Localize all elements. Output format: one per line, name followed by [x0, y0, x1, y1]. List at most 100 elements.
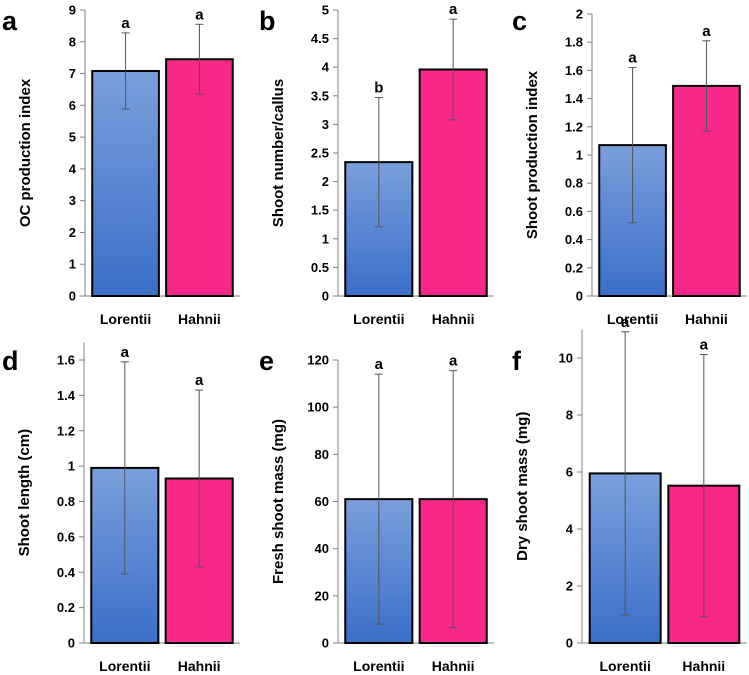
error-bar-hahnii	[195, 23, 204, 95]
significance-letter: a	[702, 23, 711, 40]
y-tick-label: 1.4	[565, 91, 584, 106]
y-tick-label: 1	[322, 231, 329, 246]
y-tick-label: 20	[315, 588, 329, 603]
y-tick-label: 1	[69, 257, 76, 272]
y-tick-label: 2	[322, 174, 329, 189]
significance-letter: a	[628, 50, 637, 67]
y-tick-label: 80	[315, 447, 329, 462]
y-axis-title: Dry shoot mass (mg)	[514, 412, 531, 561]
y-tick-label: 120	[307, 353, 329, 368]
y-tick-label: 2	[576, 7, 583, 22]
chart-panel-b: b 0 0.5 1 1.5 2 2.5 3 3.5 4 4.5 5 Shoot number/callu…	[259, 1, 494, 327]
significance-letter: a	[195, 372, 204, 389]
y-tick-label: 9	[69, 3, 76, 18]
y-tick-label: 2.5	[311, 146, 329, 161]
error-bar-hahnii	[449, 18, 458, 121]
y-axis-title: Shoot number/callus	[270, 79, 287, 227]
y-tick-label: 0.4	[57, 565, 76, 580]
y-tick-label: 3.5	[311, 88, 329, 103]
y-tick-label: 0.2	[57, 600, 75, 615]
y-tick-label: 6	[566, 465, 573, 480]
bar-hahnii	[165, 58, 234, 297]
y-tick-label: 4	[566, 522, 574, 537]
category-label: Lorentii	[607, 311, 658, 327]
y-tick-label: 5	[322, 3, 329, 18]
y-tick-label: 0	[322, 289, 329, 304]
y-tick-label: 7	[69, 66, 76, 81]
category-label: Lorentii	[353, 311, 404, 327]
panel-letter: a	[2, 6, 18, 36]
y-tick-label: 0.8	[57, 494, 75, 509]
y-tick-label: 2	[69, 225, 76, 240]
panel-letter: b	[259, 6, 276, 36]
y-axis-title: Shoot length (cm)	[16, 429, 33, 557]
chart-panel-d: d 0 0.2 0.4 0.6 0.8 1 1.2 1.4 1.6 Shoot length (cm…	[2, 342, 240, 674]
y-tick-label: 0	[69, 289, 76, 304]
y-tick-label: 4	[322, 60, 330, 75]
error-bar-lorentii	[120, 361, 129, 575]
panel-letter: f	[512, 346, 522, 376]
y-tick-label: 5	[69, 130, 76, 145]
y-tick-label: 1	[68, 459, 75, 474]
y-tick-label: 0.2	[565, 260, 583, 275]
y-tick-label: 3	[69, 193, 76, 208]
y-axis-title: OC production index	[17, 78, 34, 227]
y-tick-label: 1	[576, 148, 583, 163]
chart-panel-a: a 0 1 2 3 4 5 6 7 8 9 OC production index a Lorentii a…	[2, 3, 240, 327]
significance-letter: a	[700, 337, 709, 354]
significance-letter: a	[121, 344, 130, 361]
error-bar-hahnii	[699, 354, 708, 618]
y-tick-label: 0.4	[565, 232, 584, 247]
category-label: Lorentii	[600, 658, 651, 674]
y-tick-label: 8	[69, 34, 76, 49]
y-tick-label: 1.4	[57, 388, 76, 403]
y-tick-label: 4	[69, 161, 77, 176]
y-tick-label: 60	[315, 494, 329, 509]
y-tick-label: 1.2	[57, 423, 75, 438]
y-tick-label: 0	[576, 289, 583, 304]
category-label: Lorentii	[100, 311, 151, 327]
y-tick-label: 0	[322, 636, 329, 651]
y-tick-label: 0.6	[57, 529, 75, 544]
panel-letter: c	[512, 6, 527, 36]
y-tick-label: 1.5	[311, 203, 329, 218]
significance-letter: a	[449, 353, 458, 370]
y-axis-title: Fresh shoot mass (mg)	[270, 419, 287, 584]
y-tick-label: 8	[566, 408, 573, 423]
y-tick-label: 10	[559, 351, 573, 366]
y-tick-label: 1.6	[57, 353, 75, 368]
significance-letter: a	[121, 15, 130, 32]
error-bar-hahnii	[195, 389, 204, 568]
chart-panel-c: c 0 0.2 0.4 0.6 0.8 1 1.2 1.4 1.6 1.8 2 Shoot produc…	[512, 6, 747, 327]
y-tick-label: 0.5	[311, 260, 329, 275]
error-bar-lorentii	[374, 97, 383, 228]
category-label: Hahnii	[682, 658, 725, 674]
y-tick-label: 0	[68, 636, 75, 651]
y-tick-label: 0	[566, 636, 573, 651]
panel-letter: d	[2, 346, 19, 376]
y-tick-label: 2	[566, 579, 573, 594]
y-tick-label: 40	[315, 541, 329, 556]
error-bar-hahnii	[702, 40, 711, 132]
error-bar-lorentii	[628, 67, 637, 224]
error-bar-lorentii	[621, 331, 630, 616]
y-tick-label: 0.8	[565, 176, 583, 191]
y-tick-label: 1.6	[565, 63, 583, 78]
significance-letter: a	[449, 1, 458, 18]
category-label: Hahnii	[432, 311, 475, 327]
error-bar-lorentii	[374, 373, 383, 625]
significance-letter: a	[195, 6, 204, 23]
y-tick-label: 6	[69, 98, 76, 113]
error-bar-lorentii	[121, 32, 130, 110]
significance-letter: a	[621, 314, 630, 331]
y-tick-label: 4.5	[311, 31, 329, 46]
category-label: Hahnii	[178, 658, 221, 674]
category-label: Hahnii	[432, 658, 475, 674]
y-tick-label: 0.6	[565, 204, 583, 219]
panel-letter: e	[259, 346, 274, 376]
significance-letter: a	[375, 356, 384, 373]
significance-letter: b	[374, 80, 383, 97]
y-axis-title: Shoot production index	[524, 70, 541, 239]
